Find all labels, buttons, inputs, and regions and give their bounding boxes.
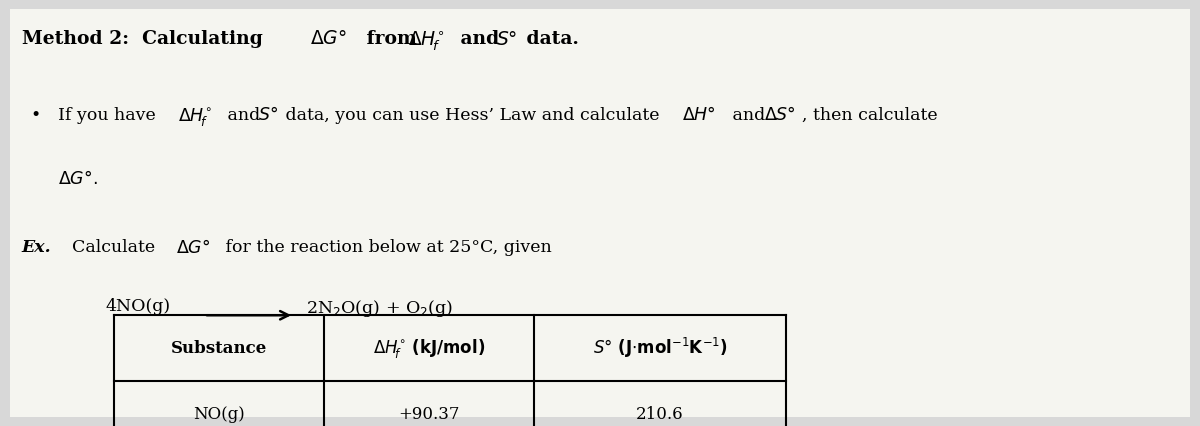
Text: 4NO(g): 4NO(g) (106, 298, 170, 315)
Text: and: and (454, 30, 505, 48)
Text: $\Delta \mathit{H}_{\!\mathit{f}}^{\circ}$: $\Delta \mathit{H}_{\!\mathit{f}}^{\circ… (408, 30, 444, 53)
Text: $\mathit{S}°$ (J$\cdot$mol$^{-1}$K$^{-1}$): $\mathit{S}°$ (J$\cdot$mol$^{-1}$K$^{-1}… (593, 336, 727, 360)
Text: $\Delta \mathit{H}_{\!\mathit{f}}^{\circ}$: $\Delta \mathit{H}_{\!\mathit{f}}^{\circ… (178, 106, 211, 129)
Text: Substance: Substance (170, 340, 268, 357)
Text: $\Delta \mathit{H}_{\!\mathit{f}}^{\circ}$ (kJ/mol): $\Delta \mathit{H}_{\!\mathit{f}}^{\circ… (373, 337, 485, 360)
Text: NO(g): NO(g) (193, 406, 245, 423)
Text: $\Delta G°$: $\Delta G°$ (176, 239, 211, 256)
Text: Calculate: Calculate (72, 239, 161, 256)
Text: and: and (727, 106, 770, 124)
Text: $\Delta S°$: $\Delta S°$ (764, 106, 797, 124)
Text: 2N$_2$O(g) + O$_2$(g): 2N$_2$O(g) + O$_2$(g) (306, 298, 454, 319)
Text: If you have: If you have (58, 106, 161, 124)
Text: data.: data. (520, 30, 578, 48)
Text: 210.6: 210.6 (636, 406, 684, 423)
Text: , then calculate: , then calculate (802, 106, 937, 124)
Text: +90.37: +90.37 (398, 406, 460, 423)
Text: $\Delta G°$: $\Delta G°$ (310, 30, 347, 48)
Text: $\mathit{S}°$: $\mathit{S}°$ (258, 106, 278, 124)
Text: $\Delta H°$: $\Delta H°$ (682, 106, 715, 124)
Text: $\Delta G°$.: $\Delta G°$. (58, 170, 97, 188)
Text: Method 2:  Calculating: Method 2: Calculating (22, 30, 269, 48)
Text: data, you can use Hess’ Law and calculate: data, you can use Hess’ Law and calculat… (280, 106, 665, 124)
Text: from: from (360, 30, 424, 48)
Text: $\mathit{S}°$: $\mathit{S}°$ (496, 30, 517, 49)
Text: •: • (30, 106, 41, 124)
Text: for the reaction below at 25°C, given: for the reaction below at 25°C, given (220, 239, 551, 256)
FancyBboxPatch shape (10, 9, 1190, 417)
Text: and: and (222, 106, 265, 124)
Text: Ex.: Ex. (22, 239, 52, 256)
